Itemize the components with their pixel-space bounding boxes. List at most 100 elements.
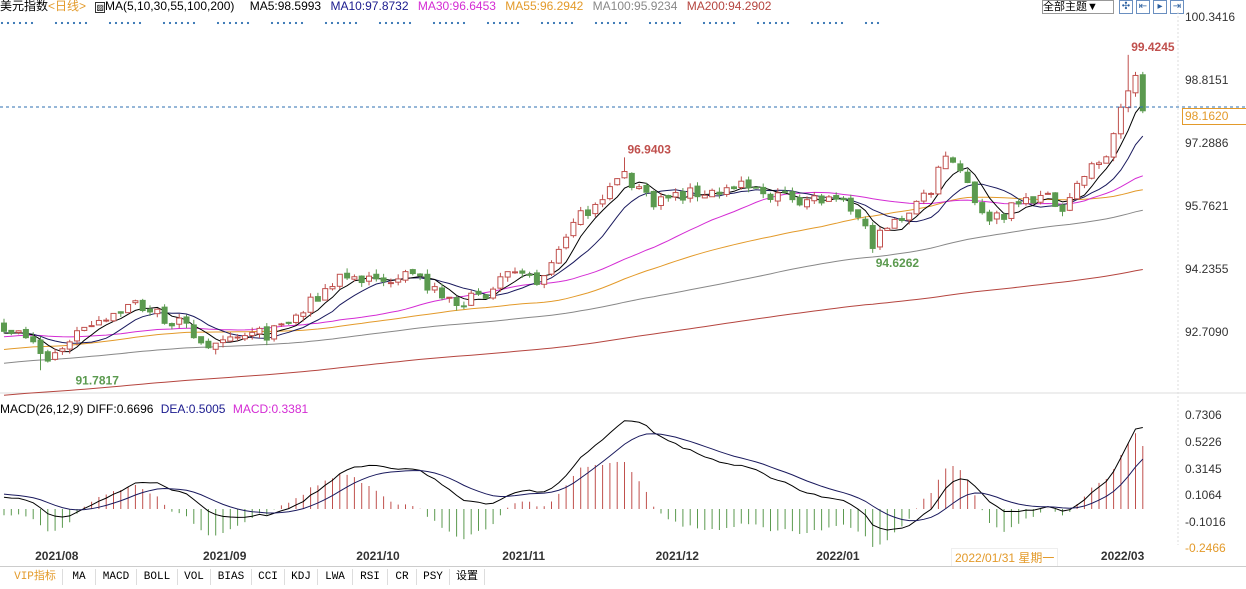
indicator-tab[interactable]: RSI bbox=[353, 569, 388, 585]
candle bbox=[1008, 202, 1015, 219]
marker-dot bbox=[270, 21, 274, 25]
theme-select[interactable]: 全部主题▼ bbox=[1042, 0, 1114, 14]
period-selector[interactable]: <日线> bbox=[48, 0, 87, 13]
candle bbox=[650, 190, 657, 208]
candle bbox=[66, 341, 73, 350]
candle bbox=[8, 329, 15, 334]
indicator-tab[interactable]: BIAS bbox=[211, 569, 252, 585]
marker-dot bbox=[768, 21, 772, 25]
marker-dot bbox=[228, 21, 232, 25]
candle bbox=[22, 328, 29, 339]
x-tick-label: 2021/10 bbox=[356, 549, 400, 563]
y-tick-label: 94.2355 bbox=[1185, 261, 1229, 276]
indicator-tab[interactable]: MA bbox=[63, 569, 96, 585]
candle bbox=[37, 339, 44, 354]
forward-icon[interactable]: ⇥ bbox=[1170, 0, 1184, 14]
candle bbox=[563, 236, 570, 249]
candle bbox=[278, 323, 285, 326]
candle bbox=[431, 286, 438, 291]
candle bbox=[906, 212, 913, 221]
candle bbox=[227, 336, 234, 342]
indicator-tab[interactable]: CCI bbox=[252, 569, 285, 585]
candle bbox=[497, 276, 504, 289]
ma-settings-label[interactable]: ▨MA(5,10,30,55,100,200) bbox=[95, 0, 235, 13]
y-tick-label: 98.8151 bbox=[1185, 72, 1229, 87]
zoom-in-icon[interactable]: ⇤ bbox=[1136, 0, 1150, 14]
marker-dot bbox=[510, 21, 514, 25]
indicator-tab[interactable]: KDJ bbox=[285, 569, 318, 585]
marker-dot bbox=[558, 21, 562, 25]
candle bbox=[44, 351, 51, 362]
divider bbox=[0, 566, 1246, 567]
marker-dot bbox=[612, 21, 616, 25]
indicator-tab[interactable]: VIP指标 bbox=[8, 569, 63, 585]
indicator-tab[interactable]: CR bbox=[388, 569, 417, 585]
candle bbox=[687, 187, 694, 199]
candle bbox=[774, 192, 781, 202]
candle bbox=[409, 269, 416, 275]
indicator-tab[interactable]: LWA bbox=[318, 569, 353, 585]
candle bbox=[731, 186, 737, 190]
candle bbox=[1132, 74, 1139, 94]
price-annotation: 96.9403 bbox=[628, 142, 672, 156]
candle bbox=[139, 299, 146, 312]
marker-dot bbox=[552, 21, 556, 25]
chart-icon: ▨ bbox=[95, 2, 105, 13]
marker-dot bbox=[486, 21, 490, 25]
step-icon[interactable]: ▸ bbox=[1153, 0, 1167, 14]
candle bbox=[840, 197, 847, 201]
crosshair-icon[interactable]: ✣ bbox=[1119, 0, 1133, 14]
candle bbox=[74, 330, 80, 342]
candle bbox=[329, 286, 336, 290]
price-annotation: 99.4245 bbox=[1131, 40, 1175, 54]
candle bbox=[439, 287, 445, 299]
candle bbox=[373, 273, 380, 280]
candle bbox=[336, 273, 343, 287]
candle bbox=[424, 273, 431, 291]
macd-tick-label: 0.1064 bbox=[1185, 488, 1222, 503]
candle bbox=[636, 186, 643, 190]
candle bbox=[307, 296, 314, 313]
indicator-tab[interactable]: MACD bbox=[96, 569, 137, 585]
candle bbox=[1139, 74, 1146, 112]
indicator-tab[interactable]: PSY bbox=[417, 569, 450, 585]
candle bbox=[446, 296, 453, 299]
indicator-tab[interactable]: VOL bbox=[178, 569, 211, 585]
candle bbox=[847, 197, 854, 212]
macd-tick-label: 0.7306 bbox=[1185, 408, 1222, 423]
candle bbox=[833, 195, 840, 200]
marker-dot bbox=[276, 21, 280, 25]
marker-dot bbox=[780, 21, 784, 25]
marker-dot bbox=[516, 21, 520, 25]
marker-dot bbox=[138, 21, 142, 25]
marker-dot bbox=[66, 21, 70, 25]
candle bbox=[300, 312, 307, 317]
x-tick-label: 2021/09 bbox=[203, 549, 247, 563]
candle bbox=[417, 273, 424, 277]
candle bbox=[183, 316, 190, 324]
candle bbox=[957, 163, 964, 172]
marker-dot bbox=[876, 21, 880, 25]
candle bbox=[482, 294, 489, 299]
candle bbox=[993, 212, 1000, 220]
marker-dot bbox=[126, 21, 130, 25]
candle bbox=[110, 312, 117, 322]
candle bbox=[672, 192, 679, 198]
candle bbox=[811, 195, 818, 202]
marker-dot bbox=[408, 21, 412, 25]
marker-dot bbox=[30, 21, 34, 25]
candle bbox=[88, 325, 95, 328]
legend-header: 美元指数<日线> ▨MA(5,10,30,55,100,200) MA5:98.… bbox=[0, 0, 777, 13]
ma200-value: MA200:94.2902 bbox=[686, 0, 772, 13]
marker-dot bbox=[60, 21, 64, 25]
macd-label: MACD(26,12,9) bbox=[0, 402, 84, 416]
indicator-tab[interactable]: 设置 bbox=[450, 569, 485, 585]
candle bbox=[694, 185, 701, 198]
indicator-tab[interactable]: BOLL bbox=[137, 569, 178, 585]
diff-value: DIFF:0.6696 bbox=[86, 402, 154, 416]
candle bbox=[241, 335, 248, 340]
candle bbox=[738, 180, 745, 188]
marker-dot bbox=[648, 21, 652, 25]
